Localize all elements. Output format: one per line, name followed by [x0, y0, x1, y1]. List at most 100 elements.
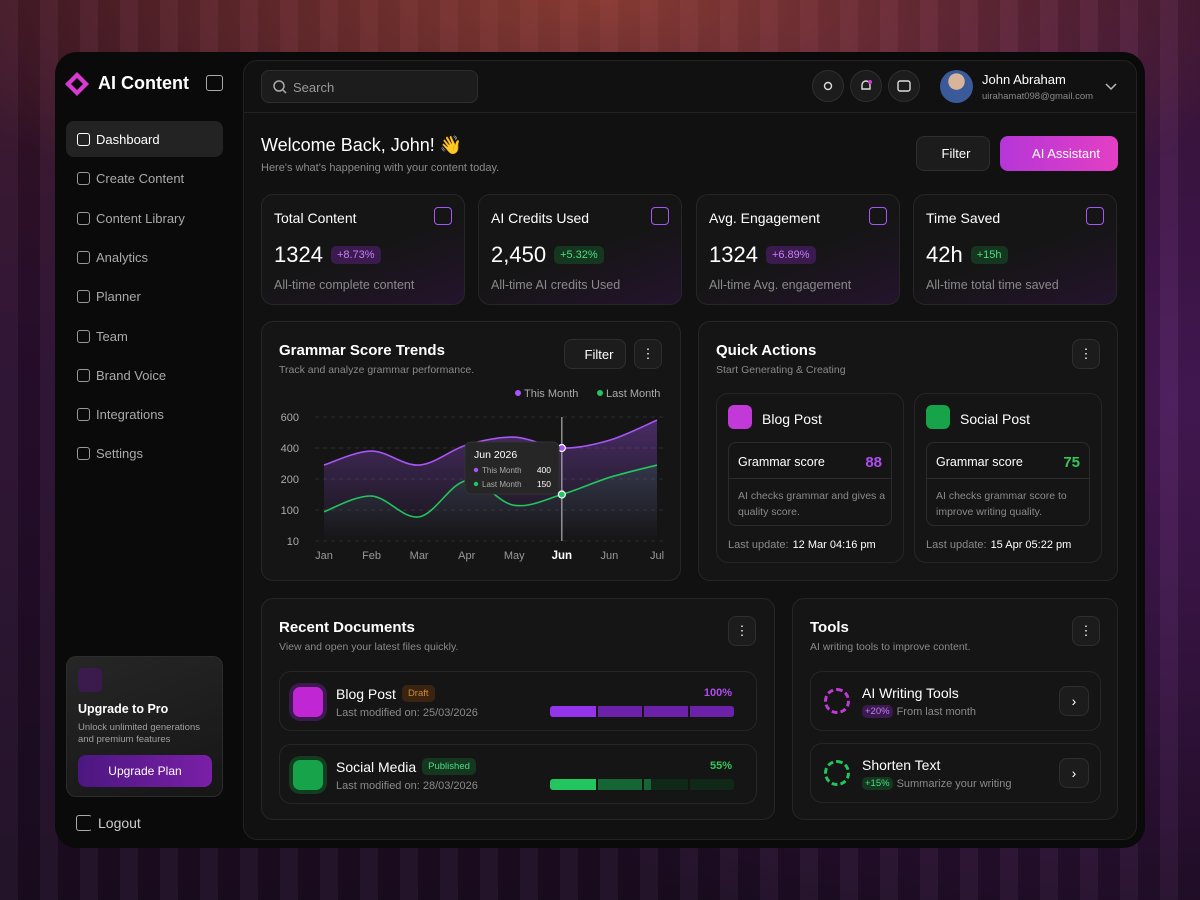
nav-item[interactable]: Planner — [66, 278, 223, 314]
nav-item[interactable]: Create Content — [66, 160, 223, 196]
recent-menu[interactable]: ⋮ — [728, 616, 756, 646]
avatar — [940, 70, 973, 103]
message-button[interactable] — [888, 70, 920, 102]
progress-track — [550, 779, 734, 790]
stat-change: +15h — [970, 246, 1008, 264]
nav-item[interactable]: Settings — [66, 435, 223, 471]
stat-change: +5.32% — [554, 246, 604, 264]
x-tick-label: Apr — [458, 550, 475, 562]
series-line — [323, 419, 658, 466]
y-tick-label: 10 — [287, 536, 299, 548]
y-tick-label: 200 — [281, 474, 299, 486]
quick-actions-subtitle: Start Generating & Creating — [716, 364, 846, 376]
recent-title: Recent Documents — [279, 619, 415, 636]
nav-label: Dashboard — [96, 132, 160, 147]
document-row[interactable]: Blog Post Draft Last modified on: 25/03/20… — [279, 671, 757, 731]
user-menu-chevron[interactable] — [1105, 83, 1117, 91]
document-title-row: Social Media Published — [336, 758, 476, 775]
last-update-value: 15 Apr 05:22 pm — [990, 539, 1072, 551]
stat-icon — [434, 207, 452, 225]
stat-label: AI Credits Used — [491, 210, 590, 226]
logo-icon — [65, 72, 89, 96]
chart-card: Grammar Score Trends Track and analyze g… — [261, 321, 681, 581]
stat-caption: All-time complete content — [274, 278, 415, 292]
nav-item[interactable]: Dashboard — [66, 121, 223, 157]
stat-value: 1324 — [709, 242, 758, 267]
sun-icon — [823, 81, 833, 91]
last-update-value: 12 Mar 04:16 pm — [792, 539, 876, 551]
chart-filter-button[interactable]: Filter — [564, 339, 626, 369]
tooltip-series: Last Month — [482, 480, 522, 489]
x-tick-label: Jul — [650, 550, 664, 562]
last-update-label: Last update: — [926, 539, 987, 551]
stat-icon — [869, 207, 887, 225]
progress-fill — [550, 779, 652, 790]
nav-icon — [77, 329, 90, 343]
x-tick-label: Jan — [315, 550, 333, 562]
tool-sub: +15% Summarize your writing — [862, 777, 1011, 790]
nav-icon — [77, 447, 90, 461]
collapse-button[interactable] — [206, 75, 223, 91]
tool-row[interactable]: AI Writing Tools +20% From last month › — [810, 671, 1101, 731]
nav-item[interactable]: Analytics — [66, 239, 223, 275]
score-value: 75 — [1063, 454, 1080, 471]
quick-action-icon — [728, 405, 752, 429]
nav-label: Analytics — [96, 249, 149, 265]
tool-open-button[interactable]: › — [1059, 758, 1089, 788]
nav-label: Content Library — [96, 210, 185, 226]
chart-subtitle: Track and analyze grammar performance. — [279, 364, 475, 376]
logout[interactable]: Logout — [98, 815, 141, 831]
nav-item[interactable]: Integrations — [66, 396, 223, 432]
stat-row: 42h +15h — [926, 242, 1008, 268]
chart-menu-button[interactable]: ⋮ — [634, 339, 662, 369]
notification-button[interactable] — [850, 70, 882, 102]
tool-change: +20% — [862, 705, 893, 718]
tool-row[interactable]: Shorten Text +15% Summarize your writing › — [810, 743, 1101, 803]
stat-change: +6.89% — [765, 246, 816, 264]
nav-icon — [77, 211, 90, 225]
x-tick-label: Feb — [362, 550, 381, 562]
crown-icon — [78, 668, 102, 692]
document-progress-label: 100% — [703, 687, 732, 699]
tool-open-button[interactable]: › — [1059, 686, 1089, 716]
bell-icon — [861, 80, 872, 90]
progress-separator — [642, 706, 644, 717]
document-status: Draft — [401, 685, 435, 702]
tool-spinner — [824, 688, 850, 714]
tools-menu[interactable]: ⋮ — [1072, 616, 1100, 646]
tool-name: Shorten Text — [862, 757, 941, 773]
search-box[interactable]: Search — [261, 70, 478, 103]
ai-assistant-button[interactable]: AI Assistant — [1000, 136, 1118, 171]
upgrade-button[interactable]: Upgrade Plan — [78, 755, 212, 787]
filter-button[interactable]: Filter — [916, 136, 990, 171]
nav-icon — [77, 408, 90, 422]
legend-dot — [597, 390, 603, 396]
x-tick-label: Mar — [410, 550, 429, 562]
quick-actions-menu[interactable]: ⋮ — [1072, 339, 1100, 369]
quick-action-icon — [926, 405, 950, 429]
nav-label: Brand Voice — [96, 367, 167, 383]
tooltip-box — [464, 441, 560, 495]
document-icon — [293, 760, 323, 790]
tooltip-series: This Month — [482, 466, 522, 475]
score-label: Grammar score — [738, 455, 825, 469]
quick-action-card[interactable]: Blog Post Grammar score 88 AI checks gramma… — [716, 393, 904, 563]
user-email: uirahamat098@gmail.com — [982, 91, 1094, 102]
document-progress-label: 55% — [709, 760, 732, 772]
nav-item[interactable]: Content Library — [66, 200, 223, 236]
progress-separator — [596, 779, 598, 790]
nav-icon — [77, 290, 90, 304]
quick-action-card[interactable]: Social Post Grammar score 75 AI checks gram… — [914, 393, 1102, 563]
theme-button[interactable] — [812, 70, 844, 102]
nav-icon — [77, 172, 90, 186]
document-row[interactable]: Social Media Published Last modified on: 2… — [279, 744, 757, 804]
tool-text: Summarize your writing — [896, 777, 1012, 790]
tooltip-value: 150 — [537, 479, 551, 489]
nav-label: Team — [96, 328, 128, 344]
chart-filter-label: Filter — [584, 346, 614, 362]
nav-item[interactable]: Team — [66, 318, 223, 354]
tooltip-dot — [473, 481, 479, 487]
nav-item[interactable]: Brand Voice — [66, 357, 223, 393]
stat-change: +8.73% — [330, 246, 381, 264]
quick-actions-title: Quick Actions — [716, 342, 817, 359]
